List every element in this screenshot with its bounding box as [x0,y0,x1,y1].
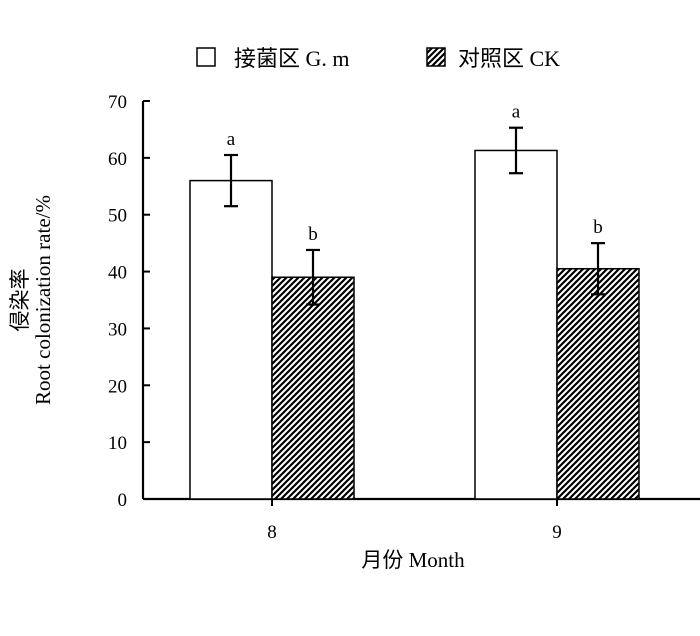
bar-gm [474,149,558,500]
bar-ck [556,267,640,500]
bar-gm [189,179,273,500]
y-tick-label: 30 [108,319,127,340]
y-tick-label: 70 [108,92,127,113]
x-tick-label: 8 [267,522,277,543]
x-axis-label: 月份 Month [361,548,465,572]
plot-area: 0 10 20 30 40 50 60 70 8 a b 9 a b [108,92,700,543]
y-tick-label: 20 [108,376,127,397]
legend-swatch-1 [426,47,446,67]
legend-label-0: 接菌区 G. m [234,46,350,71]
y-tick-label: 40 [108,263,127,284]
significance-label: a [512,102,521,123]
x-tick-label: 9 [552,522,562,543]
y-axis-label-cn: 侵染率 [8,269,32,332]
y-tick-label: 60 [108,149,127,170]
significance-label: b [593,217,603,238]
legend-label-1: 对照区 CK [458,46,560,71]
significance-label: b [308,224,318,245]
y-axis-label-en: Root colonization rate/% [31,195,55,405]
bar-ck [271,276,355,500]
y-tick-label: 0 [118,490,128,511]
y-tick-label: 10 [108,433,127,454]
significance-label: a [227,129,236,150]
y-tick-label: 50 [108,206,127,227]
legend: 接菌区 G. m 对照区 CK [196,46,560,71]
legend-swatch-0 [196,47,216,67]
